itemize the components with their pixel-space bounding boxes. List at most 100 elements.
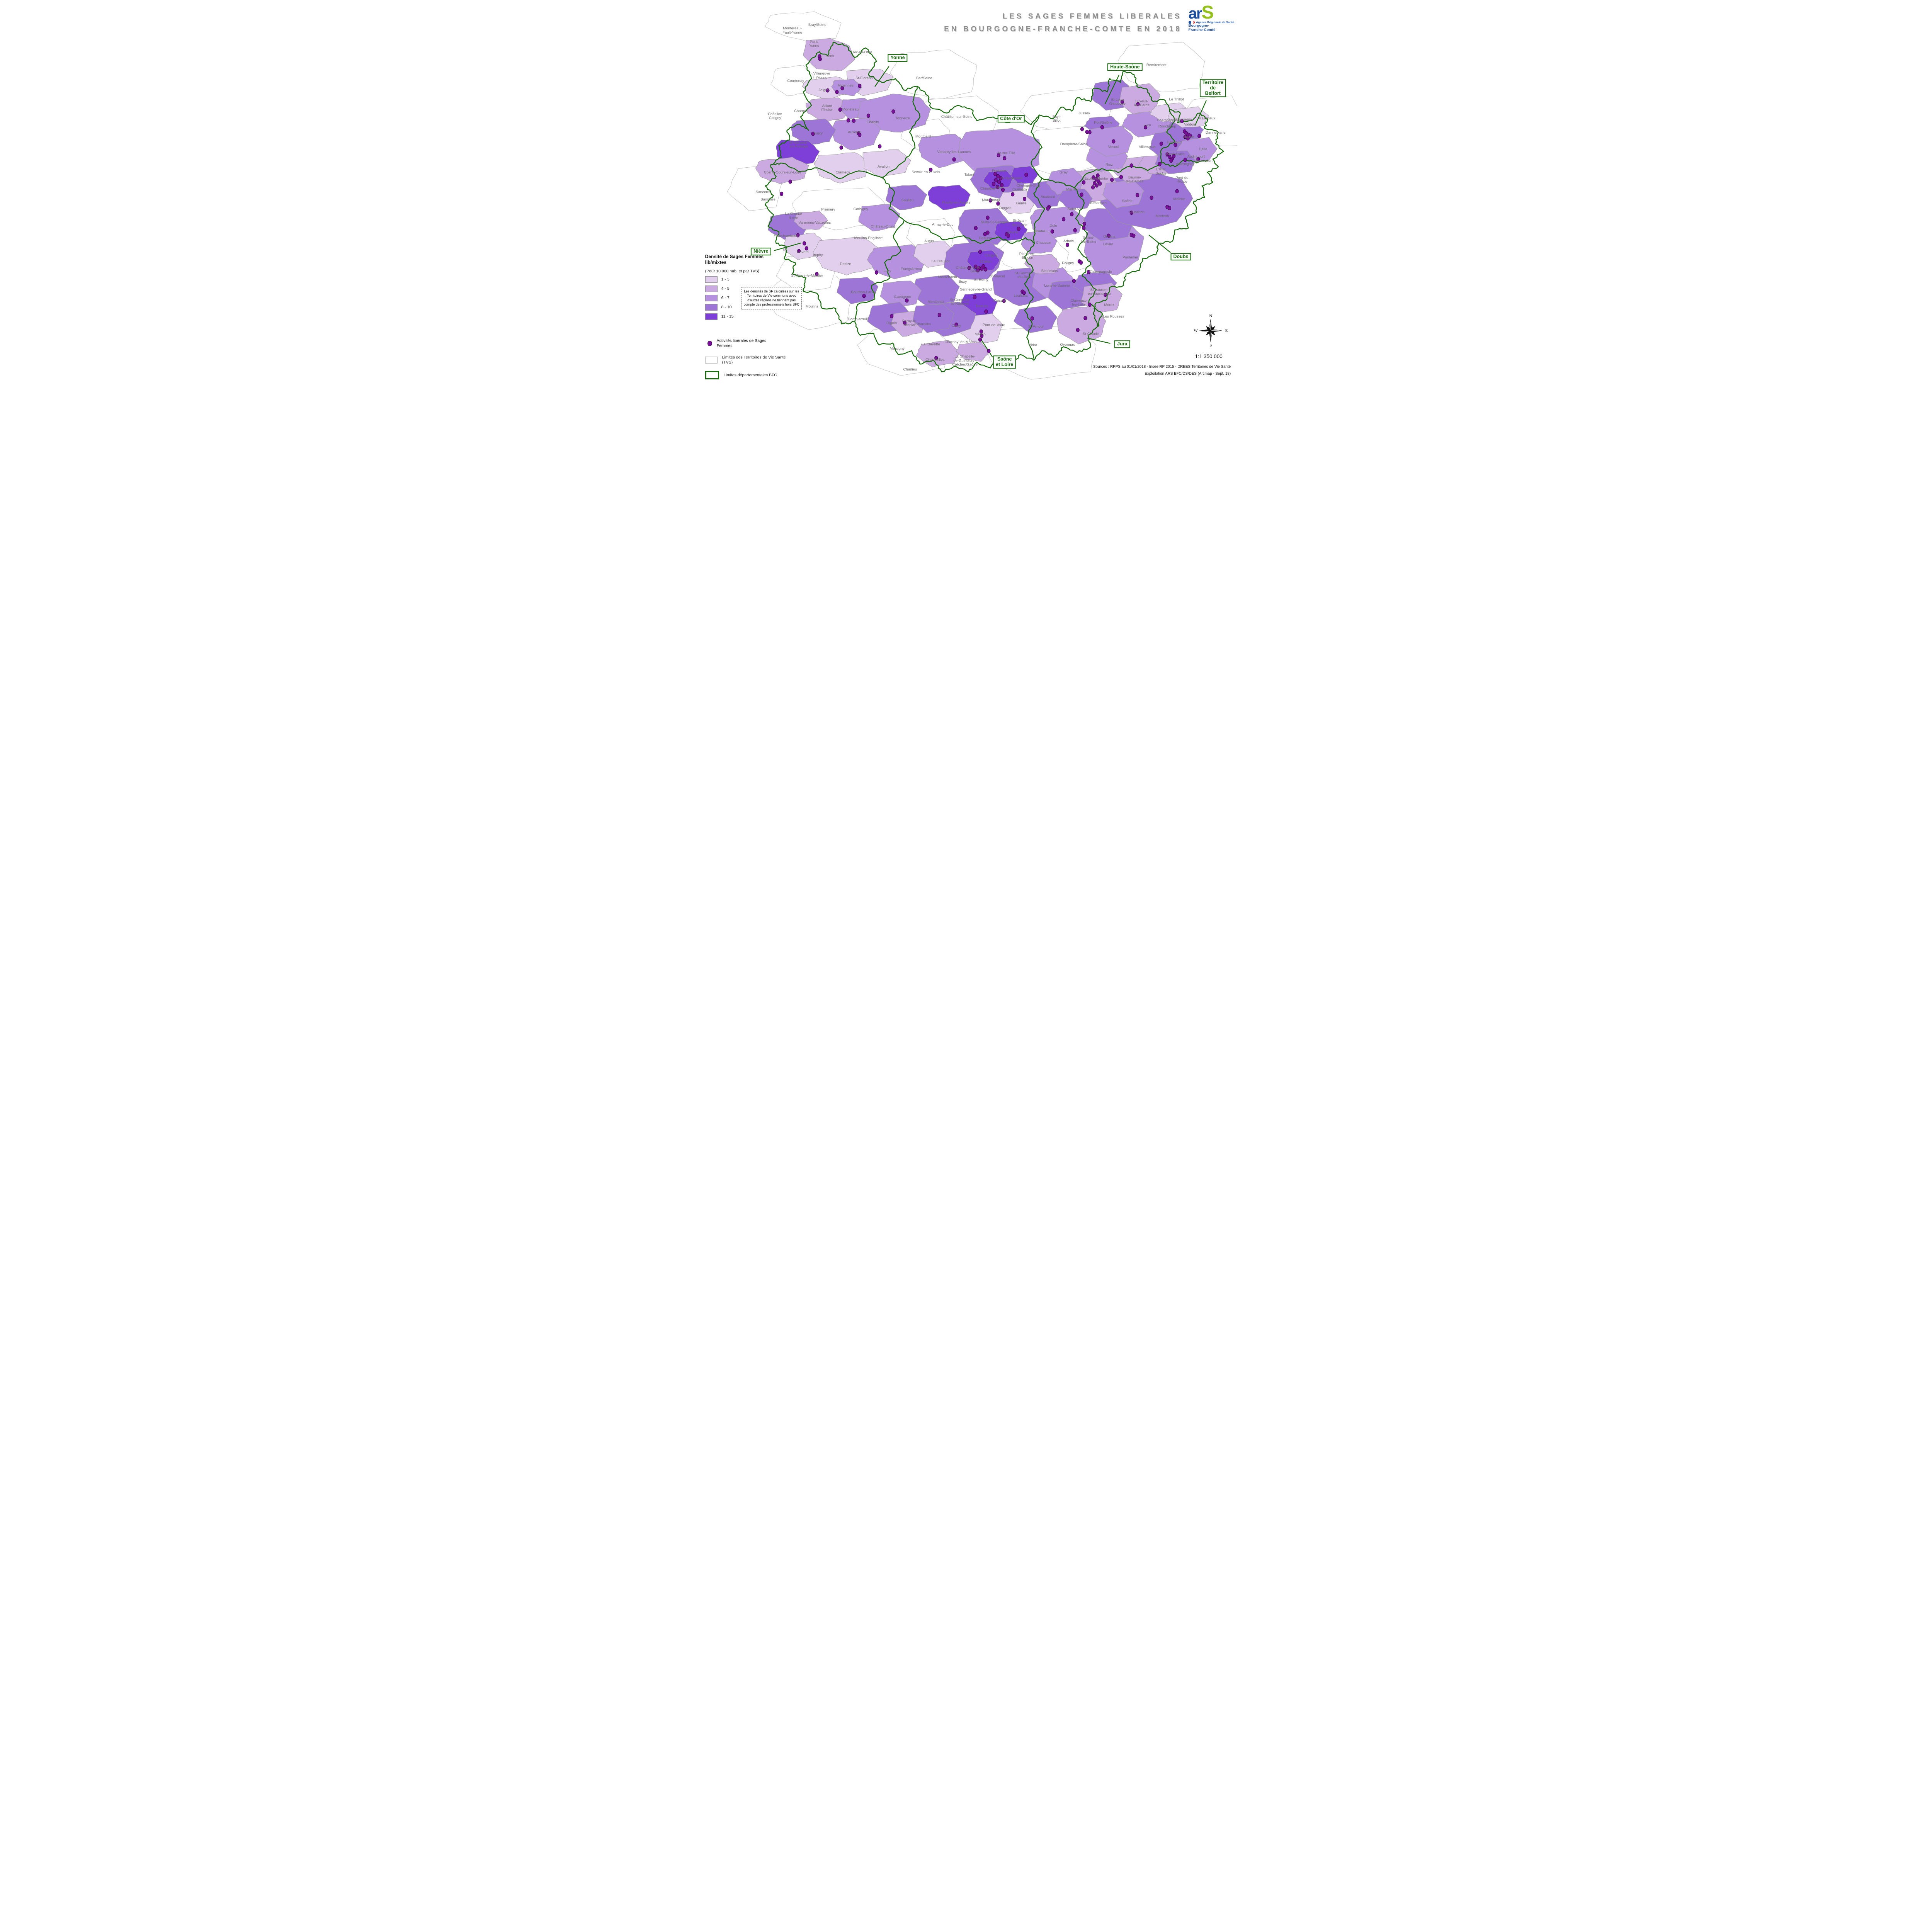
activity-dot (1129, 211, 1133, 215)
activity-dot (1136, 102, 1140, 107)
activity-dot (979, 329, 983, 334)
activity-dot (780, 192, 784, 196)
tvs-area-white (889, 49, 977, 100)
activity-dot (1023, 197, 1027, 201)
activity-dot (1150, 195, 1153, 200)
legend-class-row: 1 - 3 (705, 276, 821, 283)
activity-dot (797, 249, 801, 253)
department-border (854, 177, 905, 323)
activity-dot (934, 356, 938, 360)
tvs-area-white (1117, 42, 1205, 92)
activity-dot (1024, 172, 1028, 177)
activity-dot (1022, 291, 1026, 295)
activity-dot (835, 90, 839, 94)
tvs-area-density-class-1 (814, 152, 871, 184)
activity-dot (981, 264, 985, 269)
activity-dot (1186, 136, 1190, 141)
activity-dot (984, 309, 988, 314)
activity-dot (1183, 158, 1187, 162)
tvs-area-density-class-4 (885, 185, 927, 211)
tvs-area-density-class-4 (1154, 150, 1196, 174)
activity-dot (1079, 260, 1083, 265)
activity-dot (846, 118, 850, 122)
activity-dot (858, 133, 862, 137)
callout-leader-line (874, 66, 889, 87)
tvs-area-density-class-3 (831, 78, 862, 96)
legend-class-row: 4 - 5 (705, 285, 821, 292)
map-scale: 1:1 350 000 (1195, 353, 1223, 359)
ars-tagline: Agence Régionale de Santé (1196, 20, 1234, 24)
legend-class-label: 6 - 7 (721, 296, 730, 301)
legend-note: Les densités de SF calculées sur les Ter… (741, 287, 802, 309)
tvs-area-density-class-1 (862, 149, 911, 177)
activity-dot (1003, 156, 1007, 161)
activity-dot (1088, 130, 1092, 134)
activity-dot (1136, 193, 1139, 197)
activity-dot (1050, 229, 1054, 234)
activity-dot (992, 182, 996, 186)
legend-tvs-row: Limites des Territoires de Vie Santé (TV… (705, 355, 794, 365)
callout-leader-line (1104, 75, 1119, 105)
tvs-area-density-class-4 (1057, 189, 1093, 209)
callout-leader-line (1148, 235, 1171, 253)
compass-w: W (1194, 328, 1198, 333)
legend-class-row: 11 - 15 (705, 313, 821, 320)
compass-star-icon (1199, 319, 1222, 342)
legend: Densité de Sages Femmes lib/mixtes (Pour… (705, 254, 821, 320)
legend-class-label: 4 - 5 (721, 286, 730, 291)
tvs-area-density-class-3 (880, 280, 922, 308)
activity-dot (1095, 183, 1099, 188)
flag-dot-icon (1188, 20, 1191, 24)
legend-class-row: 8 - 10 (705, 304, 821, 311)
ars-logo-s: S (1201, 2, 1214, 23)
activity-dot (1167, 155, 1172, 159)
activity-dot (1030, 316, 1034, 321)
legend-class-label: 1 - 3 (721, 277, 730, 282)
callout-leader-line (980, 338, 993, 358)
tvs-area-density-class-3 (831, 118, 881, 151)
activity-dot (995, 185, 1000, 189)
activity-dot (1132, 233, 1136, 238)
activity-dot (974, 226, 978, 230)
ars-region-name: Bourgogne- Franche-Comté (1188, 24, 1216, 32)
compass-e: E (1225, 328, 1228, 333)
activity-dot (1082, 221, 1086, 226)
activity-dot (1072, 279, 1076, 283)
tvs-area-density-class-2 (1024, 254, 1060, 274)
tvs-area-density-class-5 (928, 185, 971, 211)
activity-dot (983, 267, 988, 272)
legend-class-swatch (705, 313, 718, 320)
ars-logo-wordmark: arS (1189, 2, 1234, 23)
activity-dot (1000, 183, 1004, 187)
tvs-area-density-class-2 (803, 38, 855, 71)
activity-dot (987, 349, 991, 353)
legend-class-swatch (705, 304, 718, 311)
activity-dot (1088, 303, 1092, 307)
legend-classes: 1 - 3 4 - 5 6 - 7 8 - 10 11 - 15 (705, 276, 821, 320)
activity-dot (1011, 192, 1015, 197)
activity-dot (1001, 187, 1005, 192)
activity-dot (1017, 226, 1020, 231)
tvs-area-density-class-3 (918, 134, 971, 168)
activity-dot (976, 268, 980, 272)
department-border (765, 41, 1225, 372)
activity-dot (967, 266, 971, 270)
activity-dot (862, 294, 866, 298)
activity-dot (1087, 270, 1090, 274)
activity-dot (1197, 134, 1201, 138)
activity-dot (1159, 141, 1163, 146)
activity-dot (1120, 100, 1124, 104)
activity-dot (997, 180, 1001, 184)
activity-dot (1119, 175, 1123, 179)
legend-class-label: 8 - 10 (721, 305, 732, 310)
activity-dot (937, 313, 941, 317)
tvs-area-density-class-2 (956, 342, 990, 362)
activity-dot (1082, 180, 1086, 185)
tvs-area-density-class-2 (806, 97, 850, 122)
activity-dot (1083, 316, 1087, 320)
activity-dot (905, 298, 909, 303)
activity-dot (1006, 233, 1010, 238)
legend-class-label: 11 - 15 (721, 314, 734, 319)
tvs-area-density-class-5 (983, 170, 1014, 189)
activity-dot (1062, 217, 1066, 221)
